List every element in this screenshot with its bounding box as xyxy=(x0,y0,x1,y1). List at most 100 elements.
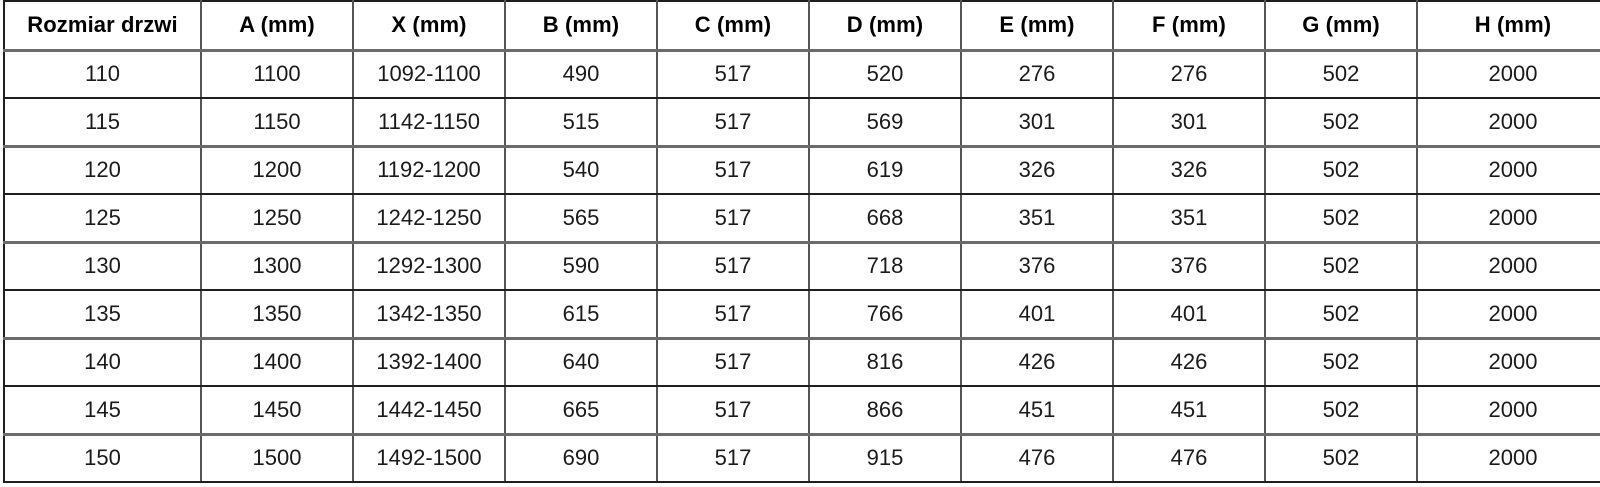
cell-r1-c4: 517 xyxy=(657,98,810,148)
cell-r1-c2: 1142-1150 xyxy=(353,98,506,148)
cell-r2-c9: 2000 xyxy=(1417,146,1600,195)
column-header-3: B (mm) xyxy=(505,0,658,52)
cell-r1-c0: 115 xyxy=(3,98,202,148)
cell-r7-c2: 1442-1450 xyxy=(353,386,506,436)
cell-r5-c1: 1350 xyxy=(201,290,354,340)
cell-r8-c6: 476 xyxy=(961,434,1114,483)
cell-r7-c3: 665 xyxy=(505,386,658,436)
cell-r4-c7: 376 xyxy=(1113,242,1266,291)
cell-r3-c0: 125 xyxy=(3,194,202,244)
cell-r0-c2: 1092-1100 xyxy=(353,50,506,99)
cell-r0-c9: 2000 xyxy=(1417,50,1600,99)
table-row: 145 1450 1442-1450 665 517 866 451 451 502 2000 xyxy=(3,386,1600,436)
cell-r3-c5: 668 xyxy=(809,194,962,244)
table-row: 140 1400 1392-1400 640 517 816 426 426 502 2000 xyxy=(3,338,1600,387)
cell-r1-c3: 515 xyxy=(505,98,658,148)
table-row: 130 1300 1292-1300 590 517 718 376 376 502 2000 xyxy=(3,242,1600,291)
cell-r0-c6: 276 xyxy=(961,50,1114,99)
cell-r3-c8: 502 xyxy=(1265,194,1418,244)
cell-r6-c4: 517 xyxy=(657,338,810,387)
cell-r7-c7: 451 xyxy=(1113,386,1266,436)
column-header-8: G (mm) xyxy=(1265,0,1418,52)
cell-r6-c0: 140 xyxy=(3,338,202,387)
cell-r5-c0: 135 xyxy=(3,290,202,340)
cell-r0-c8: 502 xyxy=(1265,50,1418,99)
cell-r8-c3: 690 xyxy=(505,434,658,483)
cell-r3-c4: 517 xyxy=(657,194,810,244)
cell-r4-c9: 2000 xyxy=(1417,242,1600,291)
cell-r4-c2: 1292-1300 xyxy=(353,242,506,291)
cell-r2-c7: 326 xyxy=(1113,146,1266,195)
cell-r0-c5: 520 xyxy=(809,50,962,99)
cell-r1-c5: 569 xyxy=(809,98,962,148)
table-row: 115 1150 1142-1150 515 517 569 301 301 502 2000 xyxy=(3,98,1600,148)
cell-r8-c5: 915 xyxy=(809,434,962,483)
cell-r5-c8: 502 xyxy=(1265,290,1418,340)
column-header-6: E (mm) xyxy=(961,0,1114,52)
cell-r5-c3: 615 xyxy=(505,290,658,340)
cell-r5-c7: 401 xyxy=(1113,290,1266,340)
cell-r3-c3: 565 xyxy=(505,194,658,244)
cell-r4-c5: 718 xyxy=(809,242,962,291)
column-header-5: D (mm) xyxy=(809,0,962,52)
cell-r6-c9: 2000 xyxy=(1417,338,1600,387)
cell-r7-c4: 517 xyxy=(657,386,810,436)
cell-r7-c8: 502 xyxy=(1265,386,1418,436)
column-header-1: A (mm) xyxy=(201,0,354,52)
cell-r7-c6: 451 xyxy=(961,386,1114,436)
cell-r1-c8: 502 xyxy=(1265,98,1418,148)
table-body: 110 1100 1092-1100 490 517 520 276 276 502 2000 11… xyxy=(3,50,1600,483)
cell-r4-c6: 376 xyxy=(961,242,1114,291)
cell-r7-c5: 866 xyxy=(809,386,962,436)
cell-r6-c6: 426 xyxy=(961,338,1114,387)
cell-r1-c7: 301 xyxy=(1113,98,1266,148)
column-header-9: H (mm) xyxy=(1417,0,1600,52)
cell-r5-c5: 766 xyxy=(809,290,962,340)
cell-r8-c4: 517 xyxy=(657,434,810,483)
cell-r5-c6: 401 xyxy=(961,290,1114,340)
table-row: 135 1350 1342-1350 615 517 766 401 401 502 2000 xyxy=(3,290,1600,340)
cell-r5-c9: 2000 xyxy=(1417,290,1600,340)
cell-r0-c4: 517 xyxy=(657,50,810,99)
cell-r3-c2: 1242-1250 xyxy=(353,194,506,244)
cell-r2-c2: 1192-1200 xyxy=(353,146,506,195)
cell-r0-c1: 1100 xyxy=(201,50,354,99)
cell-r1-c1: 1150 xyxy=(201,98,354,148)
table-header: Rozmiar drzwi A (mm) X (mm) B (mm) C (mm) D (… xyxy=(3,0,1600,52)
cell-r6-c3: 640 xyxy=(505,338,658,387)
cell-r8-c2: 1492-1500 xyxy=(353,434,506,483)
column-header-7: F (mm) xyxy=(1113,0,1266,52)
cell-r8-c0: 150 xyxy=(3,434,202,483)
cell-r3-c7: 351 xyxy=(1113,194,1266,244)
cell-r6-c5: 816 xyxy=(809,338,962,387)
cell-r6-c7: 426 xyxy=(1113,338,1266,387)
cell-r8-c9: 2000 xyxy=(1417,434,1600,483)
table-row: 125 1250 1242-1250 565 517 668 351 351 502 2000 xyxy=(3,194,1600,244)
cell-r6-c2: 1392-1400 xyxy=(353,338,506,387)
cell-r0-c0: 110 xyxy=(3,50,202,99)
cell-r1-c6: 301 xyxy=(961,98,1114,148)
cell-r4-c8: 502 xyxy=(1265,242,1418,291)
cell-r5-c4: 517 xyxy=(657,290,810,340)
cell-r7-c9: 2000 xyxy=(1417,386,1600,436)
cell-r0-c7: 276 xyxy=(1113,50,1266,99)
cell-r4-c0: 130 xyxy=(3,242,202,291)
cell-r2-c8: 502 xyxy=(1265,146,1418,195)
cell-r3-c6: 351 xyxy=(961,194,1114,244)
cell-r6-c8: 502 xyxy=(1265,338,1418,387)
cell-r2-c3: 540 xyxy=(505,146,658,195)
cell-r8-c7: 476 xyxy=(1113,434,1266,483)
cell-r8-c1: 1500 xyxy=(201,434,354,483)
door-size-spec-table: Rozmiar drzwi A (mm) X (mm) B (mm) C (mm) D (… xyxy=(3,0,1600,483)
cell-r3-c1: 1250 xyxy=(201,194,354,244)
table-row: 110 1100 1092-1100 490 517 520 276 276 502 2000 xyxy=(3,50,1600,99)
cell-r3-c9: 2000 xyxy=(1417,194,1600,244)
table-row: 150 1500 1492-1500 690 517 915 476 476 502 2000 xyxy=(3,434,1600,483)
cell-r2-c6: 326 xyxy=(961,146,1114,195)
cell-r4-c4: 517 xyxy=(657,242,810,291)
cell-r5-c2: 1342-1350 xyxy=(353,290,506,340)
cell-r8-c8: 502 xyxy=(1265,434,1418,483)
cell-r2-c5: 619 xyxy=(809,146,962,195)
cell-r2-c1: 1200 xyxy=(201,146,354,195)
